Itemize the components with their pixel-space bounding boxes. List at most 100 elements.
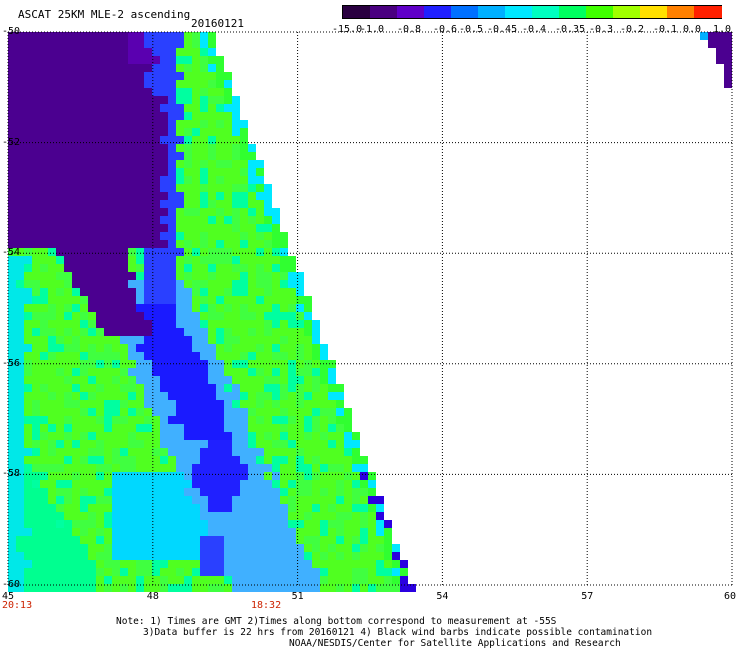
swath-pixel — [208, 264, 216, 272]
swath-pixel — [32, 72, 40, 80]
swath-pixel — [160, 320, 168, 328]
swath-pixel — [64, 128, 72, 136]
swath-pixel — [56, 128, 64, 136]
swath-pixel — [272, 376, 280, 384]
swath-pixel — [48, 400, 56, 408]
swath-pixel — [200, 168, 208, 176]
swath-pixel — [280, 280, 288, 288]
swath-pixel — [72, 432, 80, 440]
swath-pixel — [104, 280, 112, 288]
swath-pixel — [136, 520, 144, 528]
swath-pixel — [184, 128, 192, 136]
swath-pixel — [88, 136, 96, 144]
swath-pixel — [248, 432, 256, 440]
swath-pixel — [352, 480, 360, 488]
swath-pixel — [136, 104, 144, 112]
swath-pixel — [136, 288, 144, 296]
swath-pixel — [16, 560, 24, 568]
colorbar-tick-label: 1.0 — [713, 24, 732, 35]
swath-pixel — [32, 208, 40, 216]
swath-pixel — [104, 504, 112, 512]
swath-pixel — [160, 152, 168, 160]
swath-pixel — [152, 368, 160, 376]
swath-pixel — [200, 512, 208, 520]
swath-pixel — [120, 176, 128, 184]
swath-pixel — [96, 440, 104, 448]
swath-pixel — [32, 584, 40, 592]
swath-pixel — [24, 512, 32, 520]
swath-pixel — [344, 496, 352, 504]
swath-pixel — [184, 248, 192, 256]
swath-pixel — [128, 312, 136, 320]
swath-pixel — [120, 152, 128, 160]
swath-pixel — [248, 568, 256, 576]
swath-pixel — [176, 352, 184, 360]
swath-pixel — [200, 472, 208, 480]
swath-pixel — [112, 88, 120, 96]
swath-pixel — [168, 224, 176, 232]
swath-pixel — [272, 496, 280, 504]
swath-pixel — [184, 72, 192, 80]
swath-pixel — [224, 128, 232, 136]
swath-pixel — [32, 488, 40, 496]
swath-pixel — [48, 128, 56, 136]
swath-pixel — [72, 416, 80, 424]
colorbar-tick-label: -0.5 — [459, 24, 484, 35]
swath-pixel — [40, 280, 48, 288]
swath-pixel — [176, 296, 184, 304]
swath-pixel — [352, 584, 360, 592]
swath-pixel — [64, 456, 72, 464]
swath-pixel — [264, 304, 272, 312]
swath-pixel — [216, 248, 224, 256]
swath-pixel — [168, 528, 176, 536]
swath-pixel — [184, 384, 192, 392]
swath-pixel — [224, 496, 232, 504]
swath-pixel — [128, 96, 136, 104]
color-scale-bar — [342, 5, 722, 19]
swath-pixel — [120, 528, 128, 536]
swath-pixel — [56, 224, 64, 232]
swath-pixel — [40, 488, 48, 496]
swath-pixel — [208, 352, 216, 360]
swath-pixel — [72, 568, 80, 576]
swath-pixel — [24, 232, 32, 240]
swath-pixel — [352, 536, 360, 544]
colorbar-segment — [343, 6, 371, 18]
swath-pixel — [96, 488, 104, 496]
swath-pixel — [160, 120, 168, 128]
swath-pixel — [152, 352, 160, 360]
swath-pixel — [88, 464, 96, 472]
swath-pixel — [104, 568, 112, 576]
swath-pixel — [128, 392, 136, 400]
swath-pixel — [112, 480, 120, 488]
swath-pixel — [56, 232, 64, 240]
swath-pixel — [16, 184, 24, 192]
swath-pixel — [40, 448, 48, 456]
swath-pixel — [184, 504, 192, 512]
swath-pixel — [392, 576, 400, 584]
swath-pixel — [24, 544, 32, 552]
swath-pixel — [64, 560, 72, 568]
swath-pixel — [304, 368, 312, 376]
swath-pixel — [296, 416, 304, 424]
swath-pixel — [344, 432, 352, 440]
swath-pixel — [208, 168, 216, 176]
swath-pixel — [40, 536, 48, 544]
swath-pixel — [24, 496, 32, 504]
swath-pixel — [32, 576, 40, 584]
swath-pixel — [64, 192, 72, 200]
swath-pixel — [72, 368, 80, 376]
lat-tick-label: -58 — [2, 468, 21, 480]
swath-pixel — [16, 432, 24, 440]
swath-pixel — [176, 312, 184, 320]
swath-pixel — [24, 528, 32, 536]
swath-pixel — [8, 200, 16, 208]
swath-pixel — [24, 272, 32, 280]
swath-pixel — [80, 96, 88, 104]
swath-pixel — [200, 528, 208, 536]
swath-pixel — [288, 560, 296, 568]
swath-pixel — [240, 200, 248, 208]
swath-pixel — [80, 208, 88, 216]
swath-pixel — [192, 456, 200, 464]
swath-pixel — [48, 184, 56, 192]
